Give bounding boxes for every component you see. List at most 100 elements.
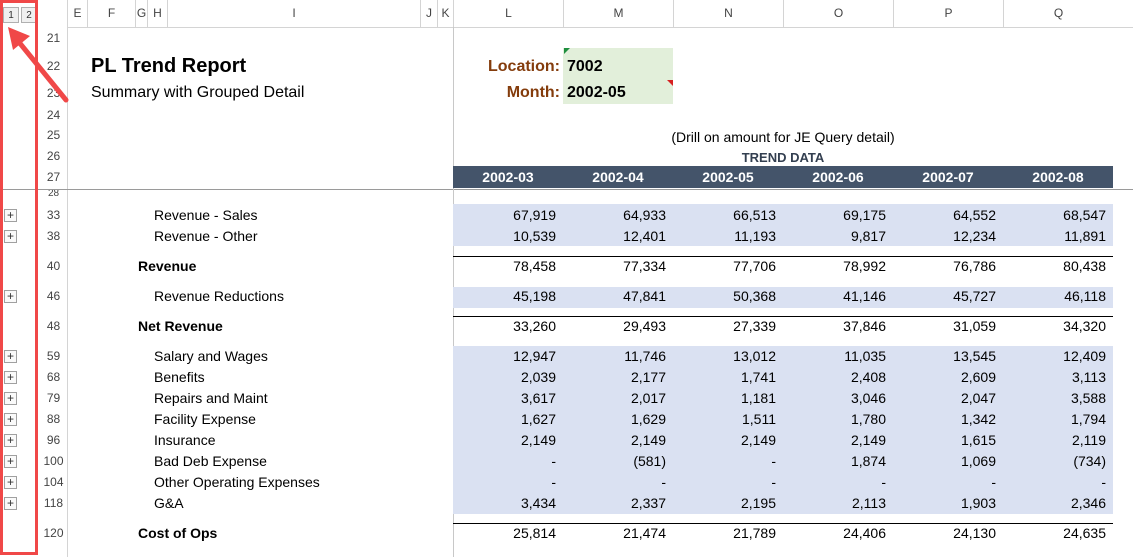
amount-cell[interactable]: 21,474 [623, 525, 666, 541]
row-number[interactable]: 59 [46, 349, 61, 363]
amount-cell[interactable]: 1,741 [740, 369, 776, 385]
row-number[interactable]: 96 [46, 433, 61, 447]
expand-group-button[interactable]: + [4, 290, 17, 303]
amount-cell[interactable]: 2,337 [630, 495, 666, 511]
amount-cell[interactable]: 21,789 [733, 525, 776, 541]
amount-cell[interactable]: 31,059 [953, 318, 996, 334]
row-number[interactable]: 120 [43, 526, 64, 540]
row-number[interactable]: 25 [46, 128, 61, 142]
amount-cell[interactable]: 64,933 [623, 207, 666, 223]
amount-cell[interactable]: 77,706 [733, 258, 776, 274]
amount-cell[interactable]: 2,177 [630, 369, 666, 385]
amount-cell[interactable]: 1,903 [960, 495, 996, 511]
amount-cell[interactable]: 2,149 [520, 432, 556, 448]
expand-group-button[interactable]: + [4, 413, 17, 426]
row-number[interactable]: 88 [46, 412, 61, 426]
location-value[interactable]: 7002 [567, 58, 603, 75]
amount-cell[interactable]: 1,342 [960, 411, 996, 427]
amount-cell[interactable]: 2,346 [1070, 495, 1106, 511]
amount-cell[interactable]: 2,195 [740, 495, 776, 511]
amount-cell[interactable]: 45,727 [953, 288, 996, 304]
column-header-i[interactable]: I [167, 0, 420, 27]
row-number[interactable]: 104 [43, 475, 64, 489]
amount-cell[interactable]: 3,588 [1070, 390, 1106, 406]
outline-level-1-button[interactable]: 1 [3, 7, 19, 23]
expand-group-button[interactable]: + [4, 476, 17, 489]
column-header-m[interactable]: M [563, 0, 673, 27]
column-header-g[interactable]: G [135, 0, 147, 27]
amount-cell[interactable]: 1,511 [742, 411, 776, 427]
amount-cell[interactable]: 78,992 [843, 258, 886, 274]
amount-cell[interactable]: 25,814 [513, 525, 556, 541]
amount-cell[interactable]: 2,113 [852, 495, 886, 511]
column-header-k[interactable]: K [437, 0, 453, 27]
row-number[interactable]: 46 [46, 289, 61, 303]
amount-cell[interactable]: 11,035 [844, 348, 886, 364]
expand-group-button[interactable]: + [4, 371, 17, 384]
amount-cell[interactable]: 2,017 [630, 390, 666, 406]
expand-group-button[interactable]: + [4, 455, 17, 468]
row-number[interactable]: 40 [46, 259, 61, 273]
expand-group-button[interactable]: + [4, 434, 17, 447]
amount-cell[interactable]: 1,874 [850, 453, 886, 469]
amount-cell[interactable]: 33,260 [513, 318, 556, 334]
row-number[interactable]: 26 [46, 149, 61, 163]
amount-cell[interactable]: 12,234 [953, 228, 996, 244]
amount-cell[interactable]: - [551, 453, 556, 469]
amount-cell[interactable]: 67,919 [513, 207, 556, 223]
row-number[interactable]: 118 [43, 496, 64, 510]
month-value[interactable]: 2002-05 [567, 84, 626, 101]
amount-cell[interactable]: - [991, 474, 996, 490]
amount-cell[interactable]: 11,193 [734, 228, 776, 244]
amount-cell[interactable]: 11,891 [1064, 228, 1106, 244]
row-number[interactable]: 21 [46, 31, 61, 45]
row-number[interactable]: 79 [46, 391, 61, 405]
amount-cell[interactable]: 1,181 [740, 390, 776, 406]
amount-cell[interactable]: 2,047 [960, 390, 996, 406]
amount-cell[interactable]: 3,046 [850, 390, 886, 406]
amount-cell[interactable]: 2,408 [850, 369, 886, 385]
expand-group-button[interactable]: + [4, 497, 17, 510]
amount-cell[interactable]: 41,146 [843, 288, 886, 304]
amount-cell[interactable]: 1,794 [1070, 411, 1106, 427]
amount-cell[interactable]: 24,635 [1063, 525, 1106, 541]
amount-cell[interactable]: 2,149 [740, 432, 776, 448]
amount-cell[interactable]: - [881, 474, 886, 490]
expand-group-button[interactable]: + [4, 392, 17, 405]
row-number[interactable]: 48 [46, 319, 61, 333]
amount-cell[interactable]: 9,817 [850, 228, 886, 244]
column-header-o[interactable]: O [783, 0, 893, 27]
amount-cell[interactable]: 2,609 [960, 369, 996, 385]
column-header-j[interactable]: J [420, 0, 437, 27]
amount-cell[interactable]: - [771, 453, 776, 469]
amount-cell[interactable]: 12,401 [623, 228, 666, 244]
amount-cell[interactable]: - [771, 474, 776, 490]
amount-cell[interactable]: 68,547 [1063, 207, 1106, 223]
expand-group-button[interactable]: + [4, 350, 17, 363]
row-number[interactable]: 24 [46, 108, 61, 122]
amount-cell[interactable]: 37,846 [843, 318, 886, 334]
amount-cell[interactable]: 2,119 [1072, 432, 1106, 448]
amount-cell[interactable]: 2,149 [850, 432, 886, 448]
amount-cell[interactable]: 13,545 [953, 348, 996, 364]
amount-cell[interactable]: 76,786 [953, 258, 996, 274]
amount-cell[interactable]: 77,334 [623, 258, 666, 274]
amount-cell[interactable]: 80,438 [1063, 258, 1106, 274]
amount-cell[interactable]: 12,947 [513, 348, 556, 364]
amount-cell[interactable]: 46,118 [1064, 288, 1106, 304]
expand-group-button[interactable]: + [4, 209, 17, 222]
amount-cell[interactable]: (734) [1073, 453, 1106, 469]
amount-cell[interactable]: 78,458 [513, 258, 556, 274]
amount-cell[interactable]: 64,552 [953, 207, 996, 223]
amount-cell[interactable]: 45,198 [513, 288, 556, 304]
expand-group-button[interactable]: + [4, 230, 17, 243]
amount-cell[interactable]: 1,627 [520, 411, 556, 427]
amount-cell[interactable]: 27,339 [733, 318, 776, 334]
amount-cell[interactable]: 11,746 [624, 348, 666, 364]
amount-cell[interactable]: 3,113 [1072, 369, 1106, 385]
amount-cell[interactable]: - [661, 474, 666, 490]
amount-cell[interactable]: 24,130 [953, 525, 996, 541]
amount-cell[interactable]: 66,513 [733, 207, 776, 223]
row-number[interactable]: 100 [43, 454, 64, 468]
parameter-input-area[interactable] [563, 48, 673, 104]
